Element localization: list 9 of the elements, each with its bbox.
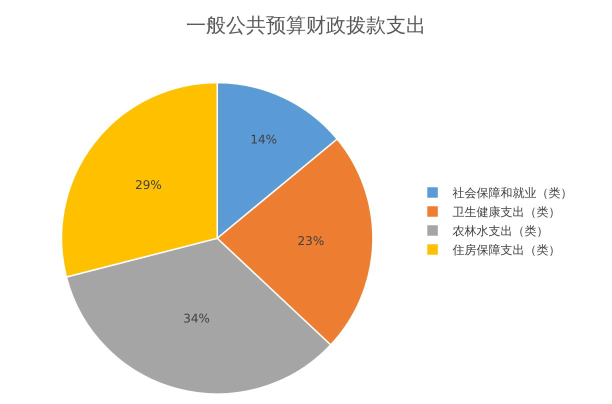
chart-title: 一般公共预算财政拨款支出: [186, 13, 426, 38]
legend-label: 农林水支出（类）: [452, 224, 549, 238]
data-label: 29%: [135, 178, 162, 192]
data-label: 34%: [183, 312, 210, 326]
legend-label: 社会保障和就业（类）: [452, 186, 573, 200]
data-label: 14%: [250, 132, 278, 146]
legend-label: 住房保障支出（类）: [452, 243, 561, 258]
legend-label: 卫生健康支出（类）: [452, 205, 561, 220]
data-label: 23%: [298, 234, 324, 248]
